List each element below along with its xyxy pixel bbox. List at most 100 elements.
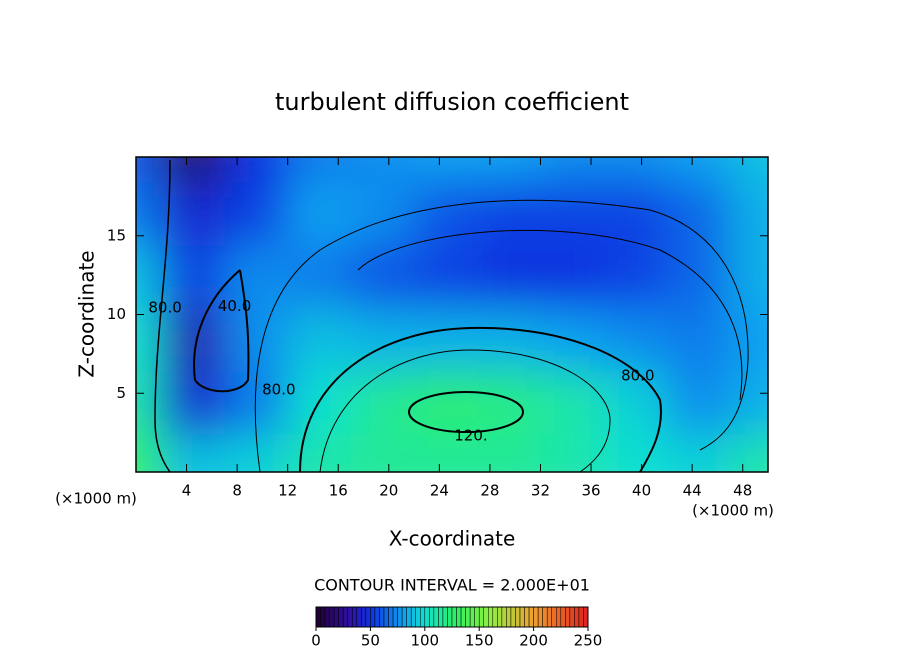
- field-cell: [414, 434, 490, 472]
- colorbar-swatch: [365, 606, 371, 628]
- colorbar-swatch: [447, 606, 453, 628]
- colorbar-swatch: [560, 606, 566, 628]
- colorbar-swatch: [329, 606, 335, 628]
- colorbar-swatch: [356, 606, 362, 628]
- x-tick-label: 20: [379, 482, 398, 500]
- contour-line: [408, 391, 524, 433]
- colorbar-swatch: [556, 606, 562, 628]
- colorbar-swatch: [370, 606, 376, 628]
- colorbar-swatch: [438, 606, 444, 628]
- contour-label: 80.0: [621, 366, 654, 384]
- colorbar-swatch: [474, 606, 480, 628]
- field-cell: [414, 182, 490, 258]
- field-cell: [666, 182, 743, 258]
- colorbar-swatch: [383, 606, 389, 628]
- colorbar-swatch: [392, 606, 398, 628]
- colorbar-swatch: [342, 606, 348, 628]
- colorbar-swatch: [469, 606, 475, 628]
- colorbar-swatch: [488, 606, 494, 628]
- colorbar-swatch: [492, 606, 498, 628]
- contour-line: [299, 326, 662, 472]
- colorbar-swatch: [565, 606, 571, 628]
- colorbar-swatch: [338, 606, 344, 628]
- colorbar-swatch: [551, 606, 557, 628]
- colorbar-swatch: [510, 606, 516, 628]
- x-tick-label: 36: [581, 482, 600, 500]
- field-cell: [540, 182, 617, 258]
- colorbar-tick-label: 150: [465, 632, 494, 650]
- contour-line: [193, 269, 250, 393]
- contour-label: 40.0: [218, 297, 251, 315]
- colorbar-swatch: [333, 606, 339, 628]
- x-tick-label: 4: [182, 482, 192, 500]
- colorbar-tick-label: 250: [574, 632, 603, 650]
- colorbar-swatch: [429, 606, 435, 628]
- contour-lines: [154, 159, 749, 472]
- field-cell: [540, 434, 617, 472]
- contour-label: 80.0: [262, 381, 295, 399]
- colorbar-swatch: [460, 606, 466, 628]
- field-cell: [666, 245, 743, 321]
- colorbar-swatch: [506, 606, 512, 628]
- colorbar-swatch: [465, 606, 471, 628]
- colorbar-swatch: [401, 606, 407, 628]
- contour-label: 80.0: [148, 299, 181, 317]
- colorbar-swatch: [569, 606, 575, 628]
- colorbar-swatch: [406, 606, 412, 628]
- contour-line: [357, 229, 743, 401]
- colorbar-swatch: [420, 606, 426, 628]
- colorbar-swatch: [347, 606, 353, 628]
- y-tick-label: 15: [107, 226, 126, 244]
- field-cell: [730, 434, 768, 472]
- colorbar-swatch: [315, 606, 321, 628]
- colorbar-tick-label: 200: [519, 632, 548, 650]
- colorbar-swatch: [361, 606, 367, 628]
- y-axis-label: Z-coordinate: [75, 250, 99, 377]
- colorbar-swatch: [324, 606, 330, 628]
- x-tick-label: 16: [329, 482, 348, 500]
- colorbar-swatch: [546, 606, 552, 628]
- x-tick-label: 48: [733, 482, 752, 500]
- field-cell: [730, 245, 768, 321]
- field: 40.0 80.0 80.0 80.0 120.: [136, 157, 768, 472]
- colorbar-swatch: [537, 606, 543, 628]
- colorbar-swatch: [501, 606, 507, 628]
- field-cell: [730, 182, 768, 258]
- colorbar: [315, 606, 589, 628]
- contour-interval: CONTOUR INTERVAL = 2.000E+01: [314, 576, 590, 595]
- colorbar-swatch: [483, 606, 489, 628]
- colorbar-tick-label: 100: [410, 632, 439, 650]
- y-tick-label: 10: [107, 305, 126, 323]
- colorbar-swatch: [497, 606, 503, 628]
- colorbar-swatch: [374, 606, 380, 628]
- colorbar-swatch: [456, 606, 462, 628]
- x-tick-label: 12: [278, 482, 297, 500]
- colorbar-frame: [315, 606, 589, 628]
- colorbar-swatch: [478, 606, 484, 628]
- colorbar-swatch: [379, 606, 385, 628]
- contour-line: [319, 349, 611, 472]
- colorbar-swatch: [397, 606, 403, 628]
- x-axis-label: X-coordinate: [389, 527, 516, 551]
- colorbar-swatch: [533, 606, 539, 628]
- colorbar-swatch: [433, 606, 439, 628]
- colorbar-swatch: [424, 606, 430, 628]
- field-cell: [666, 434, 743, 472]
- colorbar-swatch: [451, 606, 457, 628]
- x-tick-label: 24: [430, 482, 449, 500]
- x-unit-label: (×1000 m): [55, 490, 137, 508]
- colorbar-swatch: [388, 606, 394, 628]
- colorbar-swatch: [415, 606, 421, 628]
- x-tick-label: 8: [232, 482, 242, 500]
- x-tick-label: 28: [480, 482, 499, 500]
- colorbar-swatch: [320, 606, 326, 628]
- x-tick-label: 44: [683, 482, 702, 500]
- colorbar-swatch: [519, 606, 525, 628]
- contour-line: [254, 199, 749, 472]
- colorbar-tick-label: 50: [361, 632, 380, 650]
- colorbar-swatch: [583, 606, 589, 628]
- contour-line: [154, 159, 171, 472]
- colorbar-swatch: [528, 606, 534, 628]
- chart-title: turbulent diffusion coefficient: [275, 88, 629, 116]
